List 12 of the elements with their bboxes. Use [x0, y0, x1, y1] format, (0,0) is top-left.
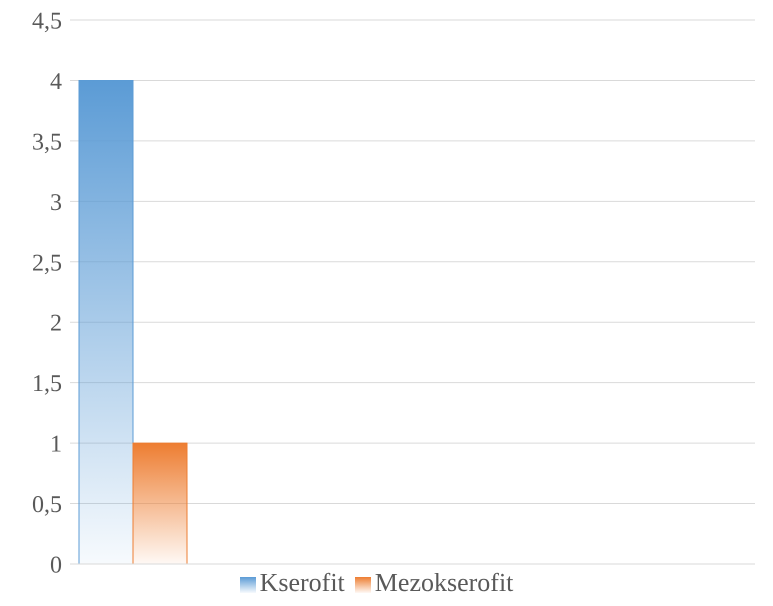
y-tick-label: 3,5 [32, 129, 62, 156]
y-tick-label: 1 [50, 432, 62, 458]
y-tick-label: 2,5 [32, 250, 62, 276]
legend-label: Mezokserofit [374, 568, 514, 597]
y-tick-label: 0 [50, 552, 62, 579]
y-tick-label: 1,5 [32, 371, 62, 398]
y-tick-label: 4 [50, 68, 62, 95]
y-tick-label: 4,5 [32, 8, 62, 35]
y-tick-label: 3 [50, 190, 62, 216]
y-tick-label: 2 [50, 310, 62, 337]
legend-label: Kserofit [260, 568, 345, 597]
y-tick-label: 0,5 [32, 492, 62, 518]
